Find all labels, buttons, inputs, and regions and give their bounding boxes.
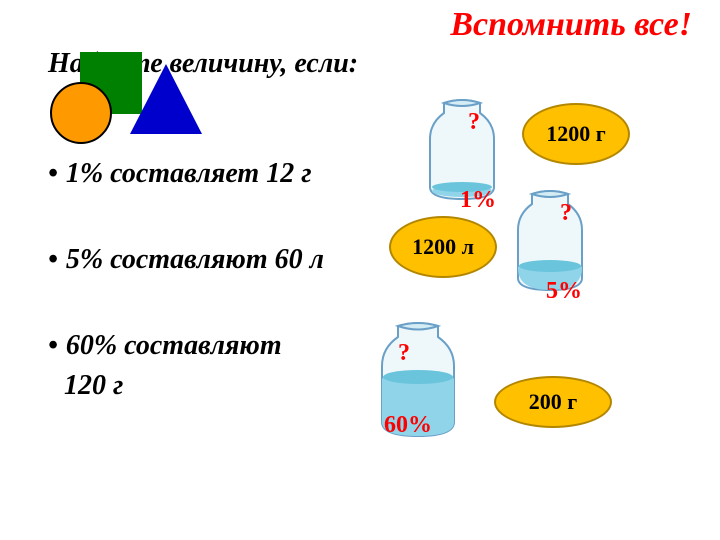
jar-1-question-mark: ? xyxy=(468,109,480,136)
jar-1-percent-label: 1% xyxy=(460,187,496,214)
bullet-item-1: •1% составляет 12 г xyxy=(48,158,312,190)
answer-2: 1200 л xyxy=(389,216,497,278)
page-title: Вспомнить все! xyxy=(450,6,692,44)
jar-2-question-mark: ? xyxy=(560,200,572,227)
bullet-item-2: •5% составляют 60 л xyxy=(48,244,324,276)
jar-2-percent-label: 5% xyxy=(546,278,582,305)
jar-3-percent-label: 60% xyxy=(384,412,432,439)
decorative-circle xyxy=(50,82,112,144)
jar-3-question-mark: ? xyxy=(398,340,410,367)
bullet-3-text: 60% составляют xyxy=(66,330,282,361)
bullet-item-3: •60% составляют xyxy=(48,330,282,362)
jar-2: ? 5% xyxy=(508,190,592,295)
jar-3: ? 60% xyxy=(370,322,466,440)
decorative-triangle xyxy=(130,64,202,134)
jar-1: ? 1% xyxy=(420,99,504,204)
bullet-1-text: 1% составляет 12 г xyxy=(66,158,312,189)
answer-3: 200 г xyxy=(494,376,612,428)
answer-1: 1200 г xyxy=(522,103,630,165)
bullet-2-text: 5% составляют 60 л xyxy=(66,244,324,275)
bullet-3-value: 120 г xyxy=(64,370,123,402)
